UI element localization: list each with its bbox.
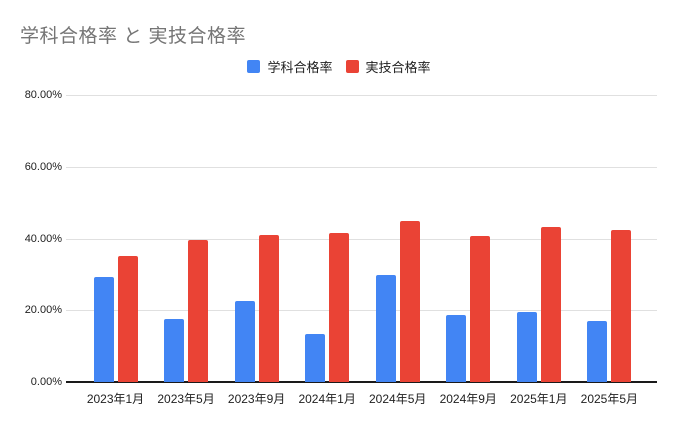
bar-s1-c3[interactable] bbox=[329, 233, 350, 382]
legend-item-0: 学科合格率 bbox=[247, 57, 333, 76]
x-axis-label-3: 2024年1月 bbox=[298, 392, 356, 406]
legend-swatch-icon bbox=[247, 60, 261, 73]
y-axis-label-40: 40.00% bbox=[24, 232, 62, 245]
x-axis-label-1: 2023年5月 bbox=[157, 392, 215, 406]
x-axis-baseline bbox=[66, 381, 657, 383]
bar-s1-c5[interactable] bbox=[470, 235, 491, 382]
bar-s0-c4[interactable] bbox=[375, 275, 396, 382]
x-axis-label-2: 2023年9月 bbox=[227, 392, 286, 406]
bar-s0-c6[interactable] bbox=[516, 311, 537, 382]
legend: 学科合格率 実技合格率 bbox=[0, 57, 678, 76]
legend-label: 学科合格率 bbox=[267, 60, 333, 75]
y-axis-label-20: 20.00% bbox=[24, 304, 62, 317]
plot-area bbox=[66, 85, 657, 383]
x-axis-label-6: 2025年1月 bbox=[510, 392, 568, 406]
y-axis-label-0: 0.00% bbox=[30, 376, 62, 388]
bar-s0-c0[interactable] bbox=[93, 276, 114, 382]
legend-label: 実技合格率 bbox=[365, 60, 431, 75]
bar-s1-c6[interactable] bbox=[540, 227, 561, 382]
x-axis-label-7: 2025年5月 bbox=[580, 392, 639, 406]
gridline-80 bbox=[66, 95, 657, 96]
bar-s0-c1[interactable] bbox=[164, 319, 185, 382]
x-axis-label-5: 2024年9月 bbox=[439, 392, 497, 406]
bar-s1-c7[interactable] bbox=[611, 230, 632, 382]
bar-s0-c5[interactable] bbox=[446, 314, 467, 382]
y-axis-label-60: 60.00% bbox=[24, 160, 62, 173]
bar-s1-c1[interactable] bbox=[188, 240, 209, 382]
legend-swatch-icon bbox=[345, 60, 359, 73]
bar-s1-c2[interactable] bbox=[258, 234, 279, 382]
bar-s0-c3[interactable] bbox=[305, 333, 326, 382]
gridline-20 bbox=[66, 310, 657, 312]
bar-s0-c2[interactable] bbox=[234, 300, 255, 382]
bar-s1-c0[interactable] bbox=[117, 256, 138, 382]
bar-s1-c4[interactable] bbox=[399, 220, 420, 382]
x-axis-label-0: 2023年1月 bbox=[86, 392, 145, 406]
x-axis-label-4: 2024年5月 bbox=[369, 392, 427, 406]
legend-item-1: 実技合格率 bbox=[345, 57, 431, 76]
gridline-60 bbox=[66, 166, 657, 168]
gridline-40 bbox=[66, 238, 657, 240]
y-axis-label-80: 80.00% bbox=[24, 89, 62, 101]
chart-title: 学科合格率 と 実技合格率 bbox=[20, 26, 247, 47]
bar-s0-c7[interactable] bbox=[587, 320, 608, 382]
